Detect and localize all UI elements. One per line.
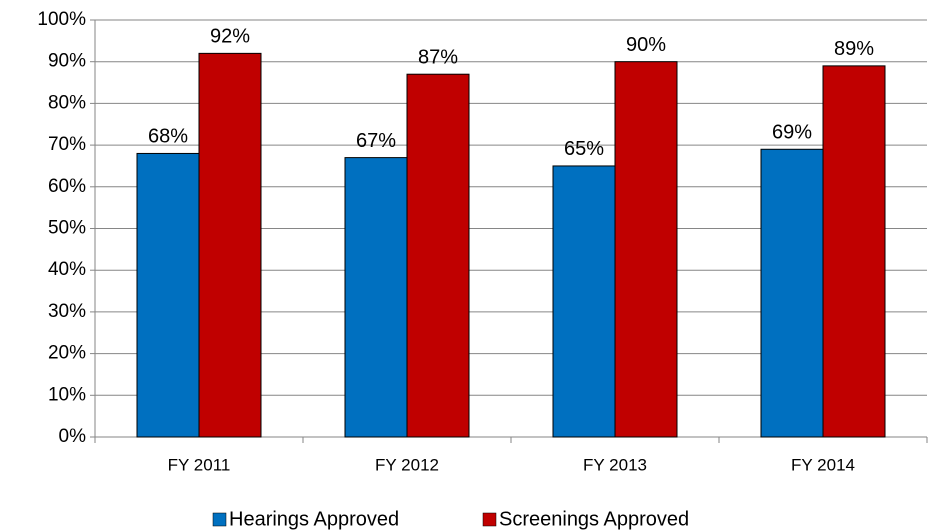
bar — [136, 152, 200, 438]
bar — [614, 61, 678, 438]
bar — [344, 157, 408, 438]
y-tick-label: 60% — [48, 176, 86, 197]
value-label: 92% — [210, 26, 250, 48]
y-tick-label: 40% — [48, 259, 86, 280]
value-label: 65% — [564, 138, 604, 160]
x-tick-label: FY 2011 — [168, 455, 231, 474]
y-tick-label: 70% — [48, 134, 86, 155]
legend-swatch — [212, 512, 227, 527]
y-tick-label: 20% — [48, 343, 86, 364]
legend-label: Hearings Approved — [229, 508, 399, 530]
y-tick-label: 50% — [48, 218, 86, 239]
bar — [198, 52, 262, 438]
bar — [760, 148, 824, 438]
y-tick-label: 0% — [59, 426, 87, 447]
value-label: 69% — [772, 122, 812, 144]
legend-swatch — [482, 512, 497, 527]
value-label: 68% — [148, 126, 188, 148]
value-label: 89% — [834, 38, 874, 60]
bar — [822, 65, 886, 438]
x-tick-label: FY 2012 — [375, 455, 439, 474]
x-tick-label: FY 2014 — [791, 455, 855, 474]
y-tick-label: 30% — [48, 301, 86, 322]
y-tick-label: 80% — [48, 92, 86, 113]
y-tick-label: 100% — [37, 9, 86, 30]
y-tick-label: 90% — [48, 51, 86, 72]
value-label: 87% — [418, 46, 458, 68]
legend-label: Screenings Approved — [499, 508, 689, 530]
value-label: 90% — [626, 34, 666, 56]
x-tick-label: FY 2013 — [583, 455, 647, 474]
bar — [552, 165, 616, 438]
bar — [406, 73, 470, 438]
y-tick-label: 10% — [48, 384, 86, 405]
value-label: 67% — [356, 130, 396, 152]
